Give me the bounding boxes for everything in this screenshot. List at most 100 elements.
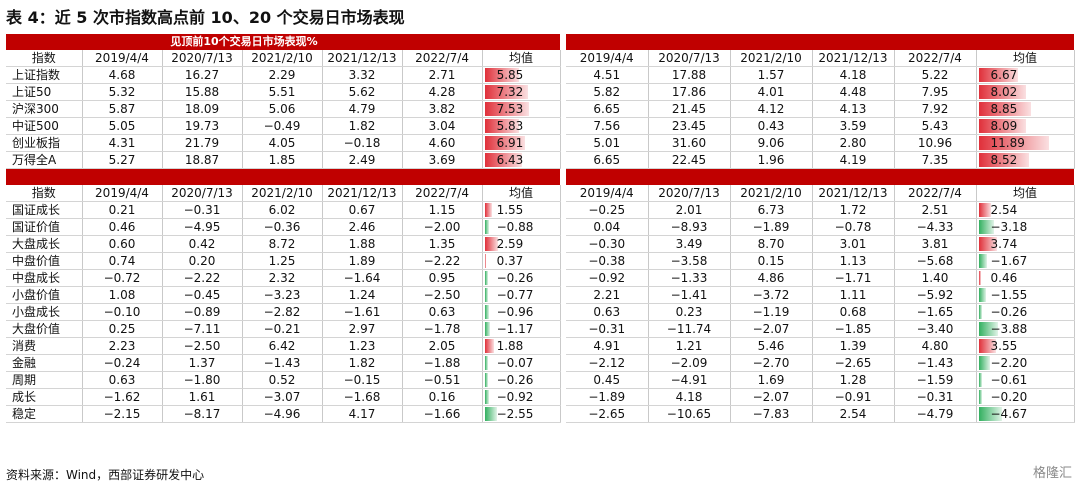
- col-header-avg: 均值: [482, 50, 561, 67]
- cell-value: 0.63: [82, 371, 163, 389]
- cell-value: 4.31: [82, 134, 163, 152]
- cell-value: 4.80: [894, 337, 977, 355]
- cell-value: 5.51: [242, 83, 323, 101]
- cell-value: 4.68: [82, 66, 163, 84]
- cell-value: −2.15: [82, 405, 163, 423]
- row-label: 小盘成长: [6, 303, 83, 321]
- col-header-date: 2020/7/13: [162, 50, 243, 67]
- cell-value: 4.18: [812, 66, 895, 84]
- cell-value: 2.80: [812, 134, 895, 152]
- cell-value: −0.45: [162, 286, 243, 304]
- avg-cell: −2.20: [976, 354, 1075, 372]
- table-row: 创业板指 4.31 21.79 4.05 −0.18 4.60 6.91: [6, 134, 561, 152]
- cell-value: 1.39: [812, 337, 895, 355]
- databar: [484, 220, 489, 234]
- databar: [978, 305, 982, 319]
- cell-value: 6.65: [566, 100, 649, 118]
- row-label: 周期: [6, 371, 83, 389]
- avg-cell: −0.20: [976, 388, 1075, 406]
- avg-cell: −0.61: [976, 371, 1075, 389]
- cell-value: 0.42: [162, 235, 243, 253]
- cell-value: −4.91: [648, 371, 731, 389]
- cell-value: 31.60: [648, 134, 731, 152]
- cell-value: 22.45: [648, 151, 731, 169]
- cell-value: 1.82: [322, 354, 403, 372]
- table-row: 中盘价值 0.74 0.20 1.25 1.89 −2.22 0.37: [6, 252, 561, 270]
- col-header-date: 2019/4/4: [566, 185, 649, 202]
- table-10day: 见顶前10个交易日市场表现% 指数 2019/4/4 2020/7/13 2021/2/…: [6, 34, 561, 423]
- cell-value: 1.72: [812, 201, 895, 219]
- row-label: 金融: [6, 354, 83, 372]
- table-row: 国证价值 0.46 −4.95 −0.36 2.46 −2.00 −0.88: [6, 218, 561, 236]
- cell-value: −2.22: [162, 269, 243, 287]
- row-label: 消费: [6, 337, 83, 355]
- row-label: 中盘价值: [6, 252, 83, 270]
- avg-cell: −0.88: [482, 218, 561, 236]
- table-row: 周期 0.63 −1.80 0.52 −0.15 −0.51 −0.26: [6, 371, 561, 389]
- col-header-date: 2022/7/4: [402, 50, 483, 67]
- cell-value: 0.63: [402, 303, 483, 321]
- avg-cell: −1.55: [976, 286, 1075, 304]
- avg-cell: 6.67: [976, 66, 1075, 84]
- databar: [978, 356, 990, 370]
- table-row: 4.51 17.88 1.57 4.18 5.22 6.67: [566, 66, 1075, 84]
- cell-value: −2.70: [730, 354, 813, 372]
- cell-value: 6.02: [242, 201, 323, 219]
- avg-cell: 7.32: [482, 83, 561, 101]
- col-header-date: 2019/4/4: [566, 50, 649, 67]
- col-header-date: 2020/7/13: [648, 185, 731, 202]
- source-note: 资料来源：Wind，西部证券研发中心: [6, 468, 205, 482]
- cell-value: 3.32: [322, 66, 403, 84]
- cell-value: −3.07: [242, 388, 323, 406]
- cell-value: 0.95: [402, 269, 483, 287]
- databar: [978, 220, 995, 234]
- databar: [484, 203, 493, 217]
- cell-value: 1.61: [162, 388, 243, 406]
- cell-value: 2.05: [402, 337, 483, 355]
- table-row: −0.30 3.49 8.70 3.01 3.81 3.74: [566, 235, 1075, 253]
- cell-value: −11.74: [648, 320, 731, 338]
- cell-value: −1.33: [648, 269, 731, 287]
- cell-value: 7.35: [894, 151, 977, 169]
- cell-value: −1.66: [402, 405, 483, 423]
- row-label: 中盘成长: [6, 269, 83, 287]
- col-header-date: 2021/2/10: [730, 50, 813, 67]
- cell-value: −3.40: [894, 320, 977, 338]
- cell-value: −0.91: [812, 388, 895, 406]
- cell-value: 0.16: [402, 388, 483, 406]
- table-row: 6.65 22.45 1.96 4.19 7.35 8.52: [566, 151, 1075, 169]
- table-row: 7.56 23.45 0.43 3.59 5.43 8.09: [566, 117, 1075, 135]
- table-row: 5.01 31.60 9.06 2.80 10.96 11.89: [566, 134, 1075, 152]
- databar: [978, 102, 1031, 116]
- table-row: 上证指数 4.68 16.27 2.29 3.32 2.71 5.85: [6, 66, 561, 84]
- cell-value: 16.27: [162, 66, 243, 84]
- cell-value: −0.30: [566, 235, 649, 253]
- header-banner-row: [566, 34, 1074, 50]
- cell-value: −4.79: [894, 405, 977, 423]
- cell-value: −7.83: [730, 405, 813, 423]
- cell-value: −2.00: [402, 218, 483, 236]
- row-label: 上证指数: [6, 66, 83, 84]
- databar: [978, 339, 997, 353]
- cell-value: 15.88: [162, 83, 243, 101]
- cell-value: 1.88: [322, 235, 403, 253]
- cell-value: 2.49: [322, 151, 403, 169]
- col-header-date: 2019/4/4: [82, 185, 163, 202]
- table-row: 中盘成长 −0.72 −2.22 2.32 −1.64 0.95 −0.26: [6, 269, 561, 287]
- avg-cell: 1.55: [482, 201, 561, 219]
- cell-value: −1.88: [402, 354, 483, 372]
- table-row: 成长 −1.62 1.61 −3.07 −1.68 0.16 −0.92: [6, 388, 561, 406]
- cell-value: 3.01: [812, 235, 895, 253]
- cell-value: 3.82: [402, 100, 483, 118]
- row-label: 沪深300: [6, 100, 83, 118]
- table-row: 大盘成长 0.60 0.42 8.72 1.88 1.35 2.59: [6, 235, 561, 253]
- cell-value: −2.09: [648, 354, 731, 372]
- cell-value: 17.86: [648, 83, 731, 101]
- cell-value: 1.11: [812, 286, 895, 304]
- table-row: 稳定 −2.15 −8.17 −4.96 4.17 −1.66 −2.55: [6, 405, 561, 423]
- cell-value: 4.60: [402, 134, 483, 152]
- table-row: 大盘价值 0.25 −7.11 −0.21 2.97 −1.78 −1.17: [6, 320, 561, 338]
- databar: [484, 153, 523, 167]
- cell-value: −0.89: [162, 303, 243, 321]
- databar: [484, 305, 490, 319]
